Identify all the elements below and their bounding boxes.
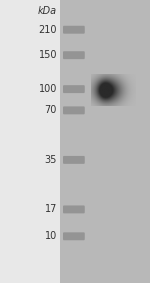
FancyBboxPatch shape (63, 85, 85, 93)
Bar (60, 0, 150, 283)
FancyBboxPatch shape (63, 51, 85, 59)
FancyBboxPatch shape (63, 205, 85, 213)
Text: 210: 210 (39, 25, 57, 35)
Text: 70: 70 (45, 105, 57, 115)
Text: kDa: kDa (38, 6, 57, 16)
FancyBboxPatch shape (63, 232, 85, 240)
Text: 100: 100 (39, 84, 57, 94)
FancyBboxPatch shape (63, 156, 85, 164)
Text: 10: 10 (45, 231, 57, 241)
FancyBboxPatch shape (63, 26, 85, 34)
Text: 150: 150 (39, 50, 57, 60)
Text: 35: 35 (45, 155, 57, 165)
Text: 17: 17 (45, 204, 57, 215)
FancyBboxPatch shape (63, 106, 85, 114)
